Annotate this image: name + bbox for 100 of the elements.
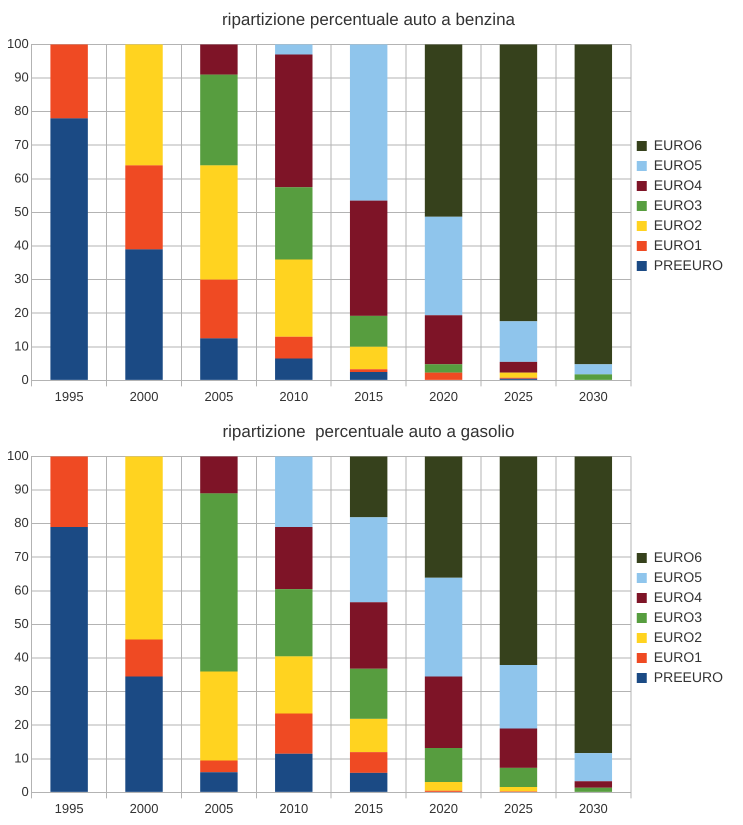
chart-title: ripartizione percentuale auto a benzina <box>222 10 516 29</box>
bar <box>350 44 388 201</box>
y-tick-label: 10 <box>14 338 29 354</box>
y-tick-label: 0 <box>21 784 29 799</box>
y-tick-label: 60 <box>14 582 29 598</box>
bar <box>350 372 388 380</box>
x-tick-label: 2025 <box>504 388 533 404</box>
bar <box>275 656 313 714</box>
legend-label: EURO6 <box>654 548 702 565</box>
legend-label: EURO5 <box>654 156 702 173</box>
bar <box>424 372 462 380</box>
x-tick-label: 2020 <box>429 388 458 404</box>
bar <box>500 372 538 378</box>
bar <box>424 456 462 578</box>
x-tick-label: 2010 <box>279 800 308 816</box>
bar <box>200 165 238 280</box>
bar <box>200 772 238 792</box>
x-tick-label: 1995 <box>54 388 84 404</box>
bar <box>200 760 238 772</box>
legend-label: EURO1 <box>654 236 702 253</box>
bar <box>350 369 388 372</box>
bar <box>200 74 238 166</box>
bar <box>500 728 538 768</box>
bar <box>350 346 388 370</box>
bar <box>350 602 388 669</box>
y-tick-label: 20 <box>14 304 29 320</box>
bar <box>200 338 238 380</box>
bar <box>350 718 388 752</box>
y-tick-label: 80 <box>14 103 29 118</box>
bar <box>574 456 612 754</box>
bar <box>275 54 313 188</box>
bar <box>574 44 612 364</box>
bar <box>424 44 462 217</box>
bar <box>275 589 313 656</box>
bar <box>50 526 88 792</box>
bar <box>574 788 612 792</box>
bar <box>275 187 313 260</box>
y-tick-label: 40 <box>14 650 29 665</box>
bar <box>424 364 462 373</box>
bar <box>275 526 313 590</box>
bar <box>200 44 238 75</box>
bar <box>125 165 163 250</box>
y-tick-label: 10 <box>14 750 29 766</box>
bar <box>50 118 88 380</box>
legend-label: EURO3 <box>654 196 702 213</box>
x-tick-label: 2005 <box>204 388 234 404</box>
legend-label: PREEURO <box>654 668 724 685</box>
x-tick-label: 2030 <box>578 388 608 404</box>
bar <box>125 44 163 166</box>
x-tick-label: 2005 <box>204 800 234 816</box>
bar <box>125 676 163 792</box>
x-tick-label: 2025 <box>504 800 533 816</box>
y-tick-label: 30 <box>14 271 29 286</box>
bar <box>424 216 462 316</box>
bar <box>125 640 163 676</box>
legend-label: EURO4 <box>654 588 702 605</box>
y-tick-label: 80 <box>14 515 29 530</box>
chart-title: ripartizione percentuale auto a gasolio <box>222 422 515 441</box>
legend-label: EURO3 <box>654 608 702 625</box>
bar <box>500 768 538 788</box>
bar <box>275 358 313 380</box>
bar <box>200 671 238 760</box>
bar <box>350 316 388 347</box>
legend-label: EURO6 <box>654 136 702 153</box>
bar <box>424 315 462 364</box>
y-tick-label: 50 <box>14 204 29 219</box>
bar <box>125 249 163 380</box>
y-tick-label: 50 <box>14 616 29 631</box>
bar <box>275 456 313 527</box>
bar <box>200 280 238 338</box>
y-tick-label: 60 <box>14 170 29 186</box>
x-tick-label: 2015 <box>354 800 384 816</box>
bar <box>500 665 538 729</box>
bar <box>350 668 388 719</box>
bar <box>500 321 538 362</box>
y-tick-label: 40 <box>14 238 29 253</box>
y-tick-label: 20 <box>14 716 29 732</box>
bar <box>500 44 538 322</box>
bar <box>574 781 612 788</box>
y-tick-label: 0 <box>21 372 29 387</box>
bar <box>350 456 388 518</box>
y-tick-label: 100 <box>6 36 29 51</box>
bar <box>200 493 238 672</box>
legend-label: EURO4 <box>654 176 702 193</box>
legend-label: EURO2 <box>654 628 702 645</box>
legend-label: EURO1 <box>654 648 702 665</box>
x-tick-label: 2020 <box>429 800 458 816</box>
legend-label: EURO2 <box>654 216 702 233</box>
bar <box>275 713 313 754</box>
bar <box>50 456 88 527</box>
bar <box>275 44 313 54</box>
y-tick-label: 70 <box>14 548 29 564</box>
bar <box>574 374 612 380</box>
bar <box>500 362 538 373</box>
y-tick-label: 90 <box>14 482 29 497</box>
bar <box>500 456 538 666</box>
x-tick-label: 1995 <box>54 800 84 816</box>
bar <box>424 748 462 782</box>
bar <box>424 578 462 676</box>
x-tick-label: 2030 <box>578 800 608 816</box>
